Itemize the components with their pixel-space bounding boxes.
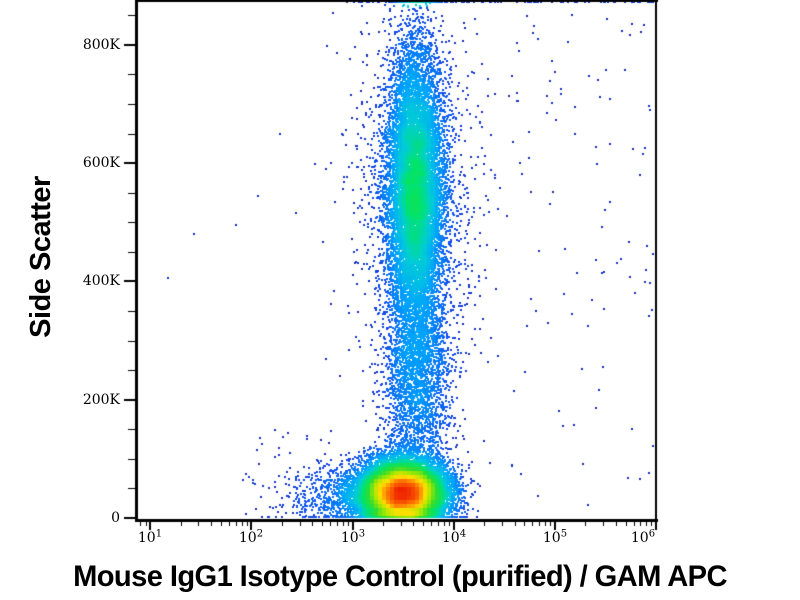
x-tick-label: 103 — [340, 528, 366, 546]
y-axis-label: Side Scatter — [25, 176, 57, 338]
x-axis-label: Mouse IgG1 Isotype Control (purified) / … — [73, 560, 727, 593]
y-tick-label: 200K — [82, 392, 120, 408]
x-tick-label: 101 — [137, 528, 163, 546]
y-tick-label: 0 — [111, 510, 120, 526]
x-tick-label: 106 — [630, 528, 656, 546]
x-tick-label: 102 — [238, 528, 264, 546]
y-tick-label: 400K — [82, 273, 120, 289]
x-tick-label: 104 — [441, 528, 467, 546]
y-tick-label: 800K — [82, 37, 120, 53]
x-tick-label: 105 — [542, 528, 568, 546]
y-tick-label: 600K — [82, 155, 120, 171]
